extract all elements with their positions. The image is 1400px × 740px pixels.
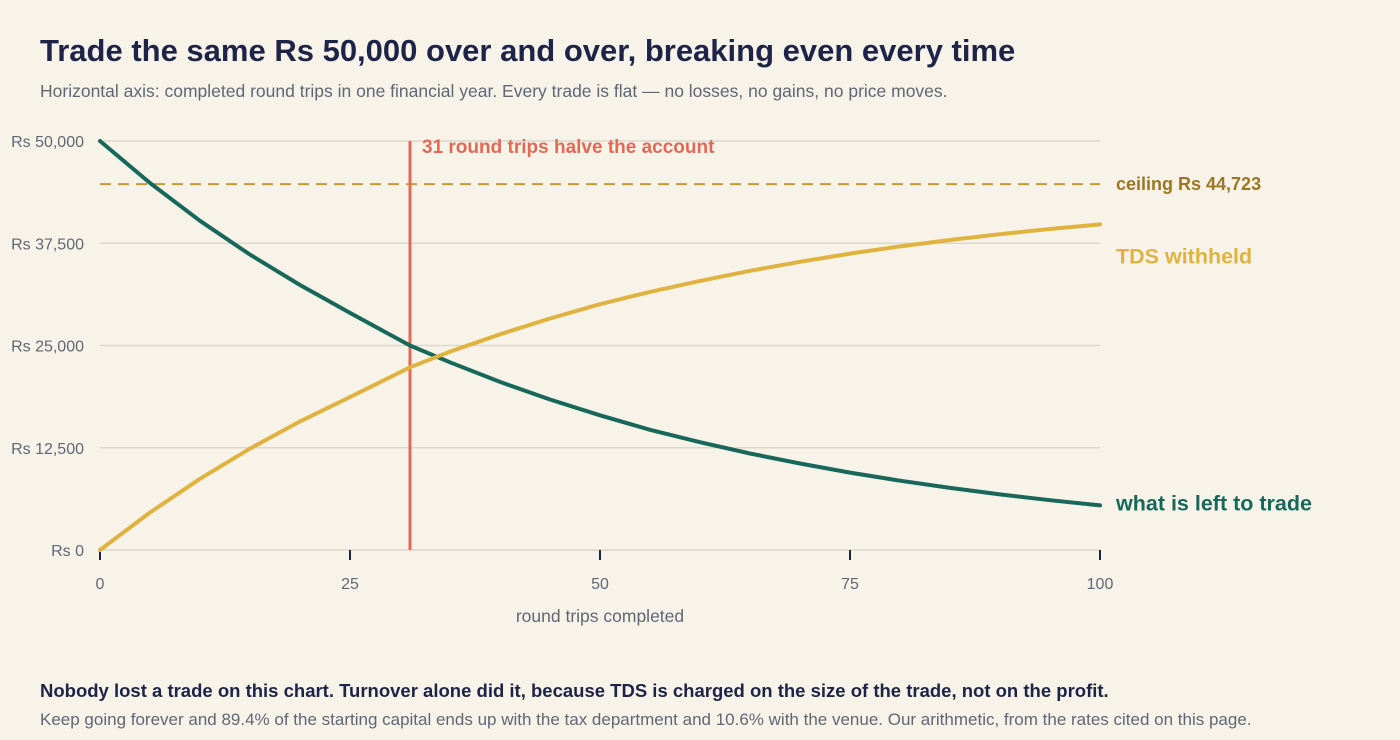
series-remaining-line xyxy=(98,139,1102,508)
chart-title: Trade the same Rs 50,000 over and over, … xyxy=(40,33,1016,68)
y-tick-label: Rs 25,000 xyxy=(11,339,84,356)
footer-headline: Nobody lost a trade on this chart. Turno… xyxy=(40,680,1109,701)
y-tick-label: Rs 50,000 xyxy=(11,134,84,151)
y-tick-label: Rs 0 xyxy=(51,543,84,560)
series-tds-line xyxy=(98,222,1102,552)
x-tick-label: 0 xyxy=(96,576,105,593)
y-tick-label: Rs 37,500 xyxy=(11,236,84,253)
x-tick-label: 75 xyxy=(841,576,859,593)
halving-marker-label: 31 round trips halve the account xyxy=(422,137,715,158)
x-tick-label: 50 xyxy=(591,576,609,593)
ceiling-label: ceiling Rs 44,723 xyxy=(1116,174,1261,194)
x-axis: 0 25 50 75 100 xyxy=(96,550,1114,593)
series-remaining-label: what is left to trade xyxy=(1115,491,1312,515)
x-tick-label: 25 xyxy=(341,576,359,593)
direct-labels: ceiling Rs 44,723 31 round trips halve th… xyxy=(422,137,1312,515)
series-lines xyxy=(98,139,1102,552)
y-tick-label: Rs 12,500 xyxy=(11,441,84,458)
y-axis: Rs 0 Rs 12,500 Rs 25,000 Rs 37,500 Rs 50,000 xyxy=(11,134,84,560)
footer-detail: Keep going forever and 89.4% of the star… xyxy=(40,710,1252,729)
chart-subtitle: Horizontal axis: completed round trips i… xyxy=(40,81,948,101)
series-tds-label: TDS withheld xyxy=(1116,244,1252,268)
x-tick-label: 100 xyxy=(1087,576,1114,593)
x-axis-label: round trips completed xyxy=(516,606,684,626)
